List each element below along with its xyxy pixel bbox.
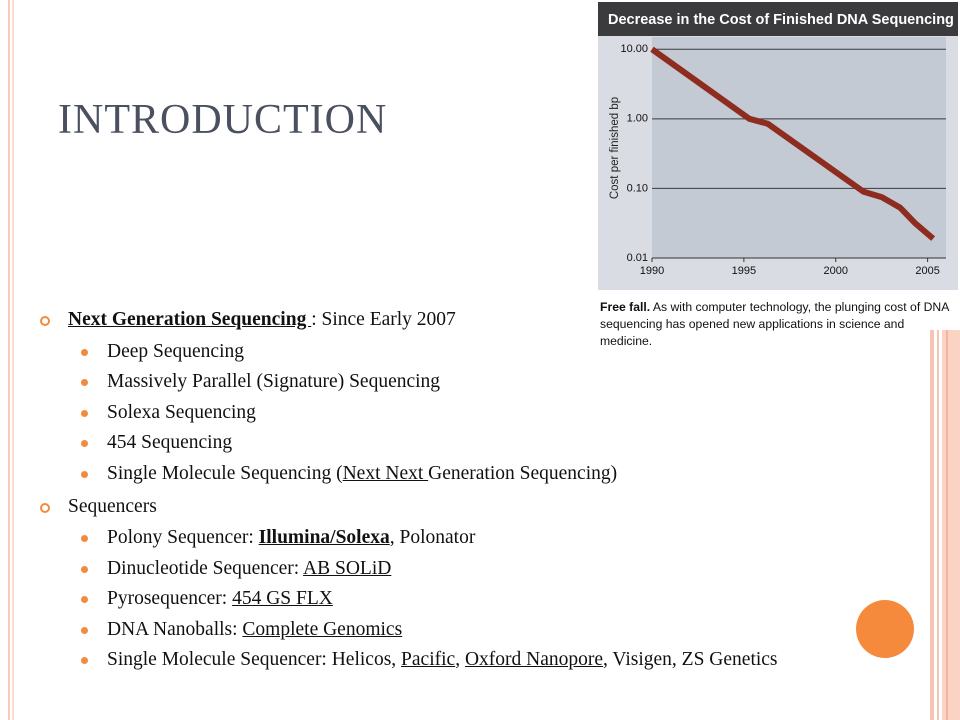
sub-bullet: Polony Sequencer: Illumina/Solexa, Polon… bbox=[0, 526, 847, 550]
text: Dinucleotide Sequencer: bbox=[107, 557, 304, 579]
caption-lead: Free fall. bbox=[600, 300, 651, 314]
x-tick-label: 2000 bbox=[824, 265, 848, 277]
sub-bullet: Solexa Sequencing bbox=[0, 401, 847, 425]
chart-title: Decrease in the Cost of Finished DNA Seq… bbox=[608, 12, 954, 28]
text: Solexa Sequencing bbox=[107, 401, 256, 423]
text: Massively Parallel (Signature) Sequencin… bbox=[107, 371, 441, 392]
y-axis-label: Cost per finished bp bbox=[609, 97, 621, 199]
text: , Polonator bbox=[389, 527, 476, 548]
text: Pyrosequencer: bbox=[107, 588, 233, 609]
right-stripes bbox=[930, 330, 960, 720]
sub-bullet: Deep Sequencing bbox=[0, 340, 847, 364]
left-border bbox=[8, 0, 14, 720]
x-tick-label: 1990 bbox=[640, 265, 664, 277]
sub-bullet: DNA Nanoballs: Complete Genomics bbox=[0, 618, 847, 642]
x-tick-label: 2005 bbox=[915, 265, 939, 277]
text: , Visigen, ZS Genetics bbox=[603, 649, 778, 670]
text: : Since Early 2007 bbox=[311, 309, 456, 330]
chart-figure: Decrease in the Cost of Finished DNA Seq… bbox=[598, 2, 958, 350]
text: DNA Nanoballs: bbox=[107, 618, 243, 640]
orange-circle bbox=[856, 600, 914, 658]
slide-title: INTRODUCTION bbox=[58, 97, 388, 143]
y-tick-label: 0.10 bbox=[627, 182, 648, 194]
text: Single Molecule Sequencer: Helicos, bbox=[107, 649, 402, 670]
bullet: Sequencers bbox=[0, 494, 868, 520]
caption: Free fall. As with computer technology, … bbox=[598, 299, 958, 350]
text: , bbox=[455, 649, 465, 670]
caption-text: As with computer technology, the plungin… bbox=[600, 300, 949, 348]
text: Generation Sequencing) bbox=[428, 462, 618, 484]
y-tick-label: 1.00 bbox=[627, 113, 648, 125]
sub-bullet: Single Molecule Sequencer: Helicos, Paci… bbox=[0, 648, 847, 672]
text: Polony Sequencer: bbox=[107, 527, 259, 548]
bullet-list: Next Generation Sequencing : Since Early… bbox=[0, 307, 868, 672]
link[interactable]: Oxford Nanopore bbox=[464, 649, 604, 670]
link[interactable]: Next Generation Sequencing bbox=[68, 309, 312, 330]
sub-bullet: Massively Parallel (Signature) Sequencin… bbox=[0, 370, 847, 394]
link[interactable]: 454 GS FLX bbox=[232, 588, 333, 609]
y-tick-label: 10.00 bbox=[620, 43, 648, 55]
sub-bullet: Single Molecule Sequencing (Next Next Ge… bbox=[0, 462, 847, 486]
x-tick-label: 1995 bbox=[732, 265, 756, 277]
sub-bullet: Pyrosequencer: 454 GS FLX bbox=[0, 587, 847, 611]
link[interactable]: Pacific bbox=[401, 649, 456, 670]
sub-bullet: Dinucleotide Sequencer: AB SOLiD bbox=[0, 557, 847, 581]
sub-bullet: 454 Sequencing bbox=[0, 431, 847, 455]
link[interactable]: AB SOLiD bbox=[303, 557, 392, 579]
text: 454 Sequencing bbox=[107, 432, 233, 453]
link[interactable]: Illumina/Solexa bbox=[258, 527, 390, 548]
text: Single Molecule Sequencing ( bbox=[107, 462, 343, 484]
bullet: Next Generation Sequencing : Since Early… bbox=[0, 307, 868, 333]
y-tick-label: 0.01 bbox=[627, 252, 648, 264]
link[interactable]: Next Next bbox=[342, 462, 429, 484]
chart: Decrease in the Cost of Finished DNA Seq… bbox=[598, 2, 958, 290]
text: Sequencers bbox=[68, 495, 157, 517]
data-line bbox=[650, 46, 936, 241]
text: Deep Sequencing bbox=[107, 340, 244, 362]
link[interactable]: Complete Genomics bbox=[242, 618, 403, 640]
